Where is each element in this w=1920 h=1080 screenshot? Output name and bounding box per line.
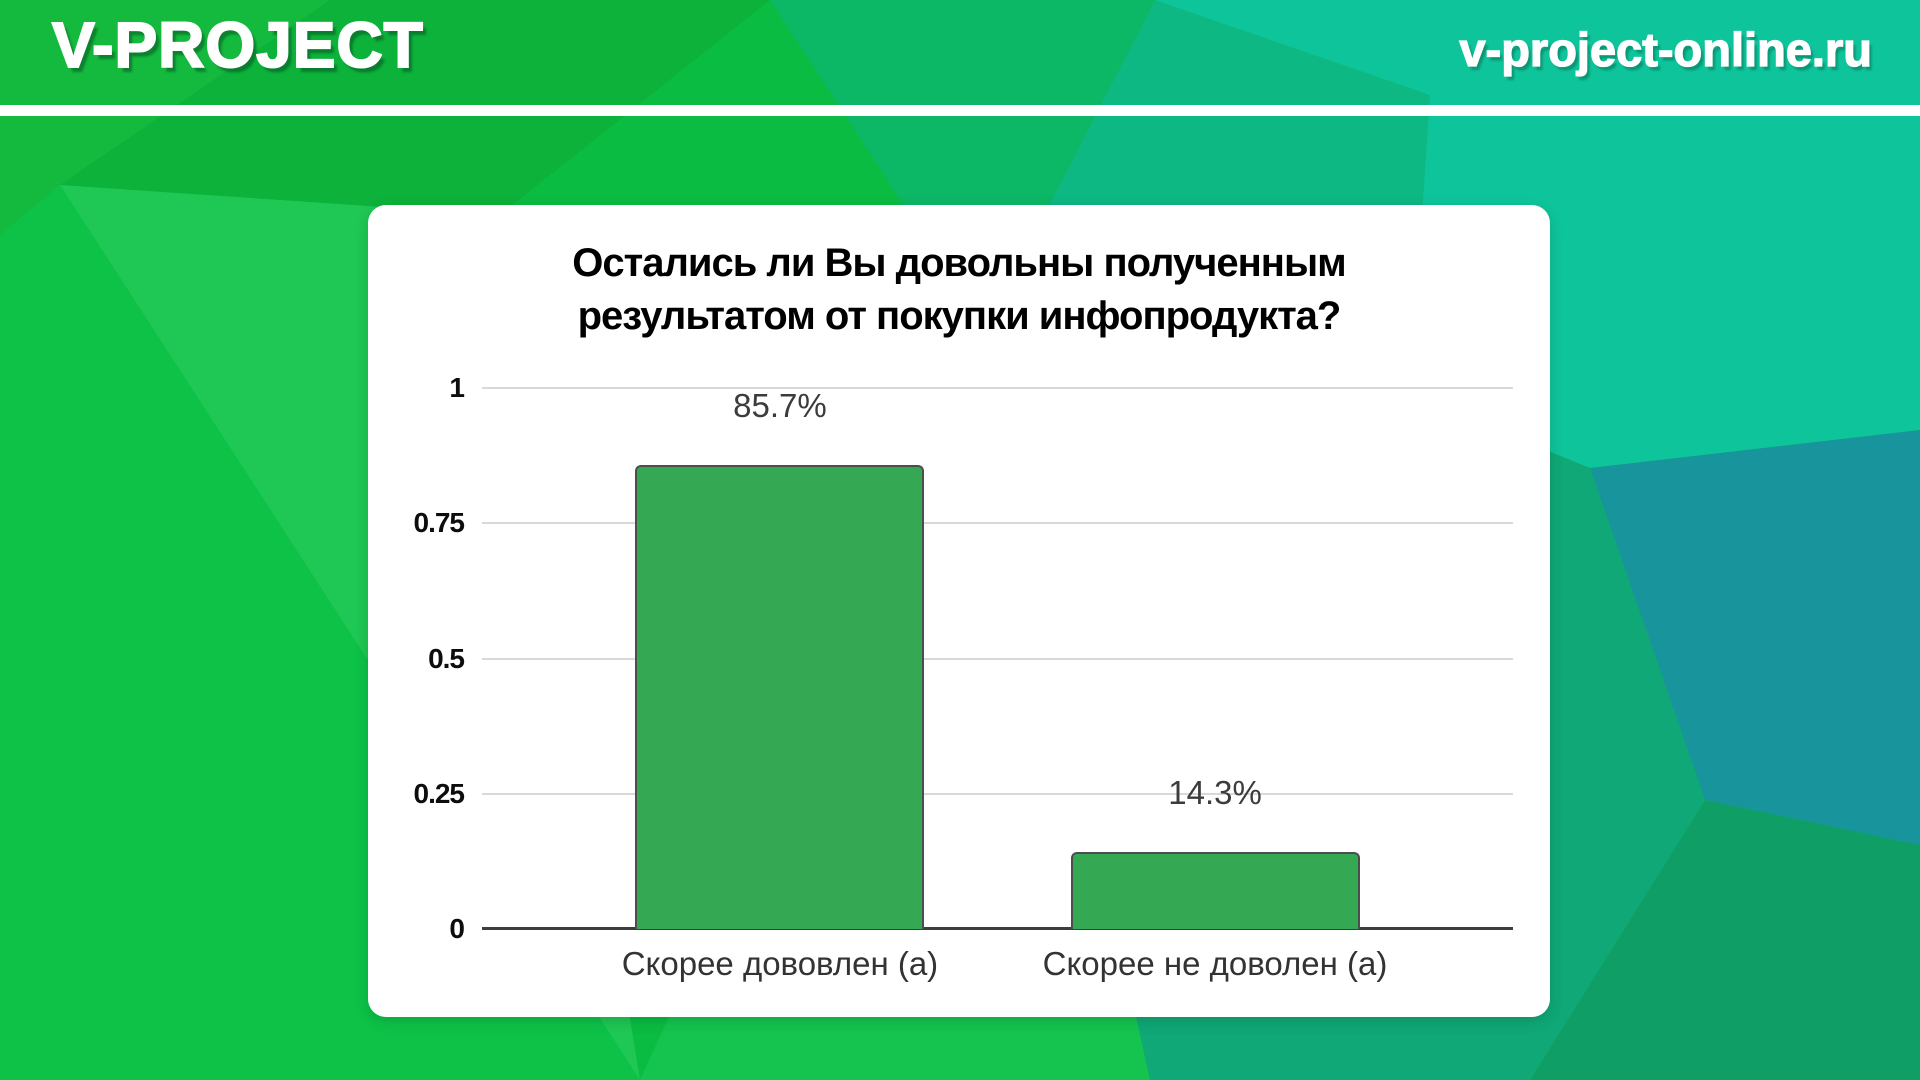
bar-skoree-ne-dovolen	[1070, 851, 1360, 929]
bar-value-label: 14.3%	[1168, 773, 1262, 811]
chart-title: Остались ли Вы довольны полученным резуль…	[368, 237, 1550, 343]
y-tick-label: 0	[449, 913, 465, 944]
chart-title-line: Остались ли Вы довольны полученным	[572, 241, 1346, 285]
header-divider	[0, 105, 1920, 116]
plot-area: 0 0.25 0.5 0.75 1 85.7% Скорее дововлен (а) 14.…	[414, 372, 1513, 982]
y-tick-label: 1	[449, 372, 465, 403]
bar-value-label: 85.7%	[733, 387, 827, 425]
gridline	[482, 522, 1513, 525]
chart-title-line: результатом от покупки инфопродукта?	[577, 294, 1342, 338]
site-url: v-project-online.ru	[1459, 22, 1873, 76]
y-tick-label: 0.25	[413, 777, 466, 809]
y-tick-label: 0.5	[428, 642, 465, 674]
gridline	[482, 657, 1513, 660]
x-axis-line	[482, 927, 1513, 930]
y-tick-label: 0.75	[413, 507, 466, 539]
brand-logo: V-PROJECT	[51, 8, 424, 82]
gridline	[482, 792, 1513, 795]
x-axis-label: Скорее дововлен (а)	[621, 945, 939, 982]
x-axis-label: Скорее не доволен (а)	[1042, 945, 1388, 982]
chart-card: Остались ли Вы довольны полученным резуль…	[368, 205, 1550, 1017]
gridline	[482, 387, 1513, 389]
bar-skoree-dovolen	[635, 465, 925, 929]
